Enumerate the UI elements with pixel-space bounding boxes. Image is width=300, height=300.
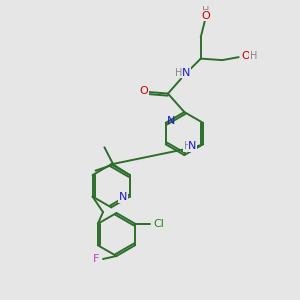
Text: Cl: Cl <box>153 219 164 229</box>
Text: H: H <box>175 68 183 78</box>
Text: N: N <box>167 116 175 126</box>
Text: O: O <box>202 11 210 21</box>
Text: N: N <box>188 141 197 151</box>
Text: O: O <box>140 86 148 97</box>
Text: N: N <box>119 193 128 202</box>
Text: F: F <box>93 254 100 264</box>
Text: H: H <box>250 51 257 61</box>
Text: H: H <box>202 6 209 16</box>
Text: N: N <box>182 68 190 78</box>
Text: O: O <box>242 51 250 61</box>
Text: H: H <box>184 141 191 151</box>
